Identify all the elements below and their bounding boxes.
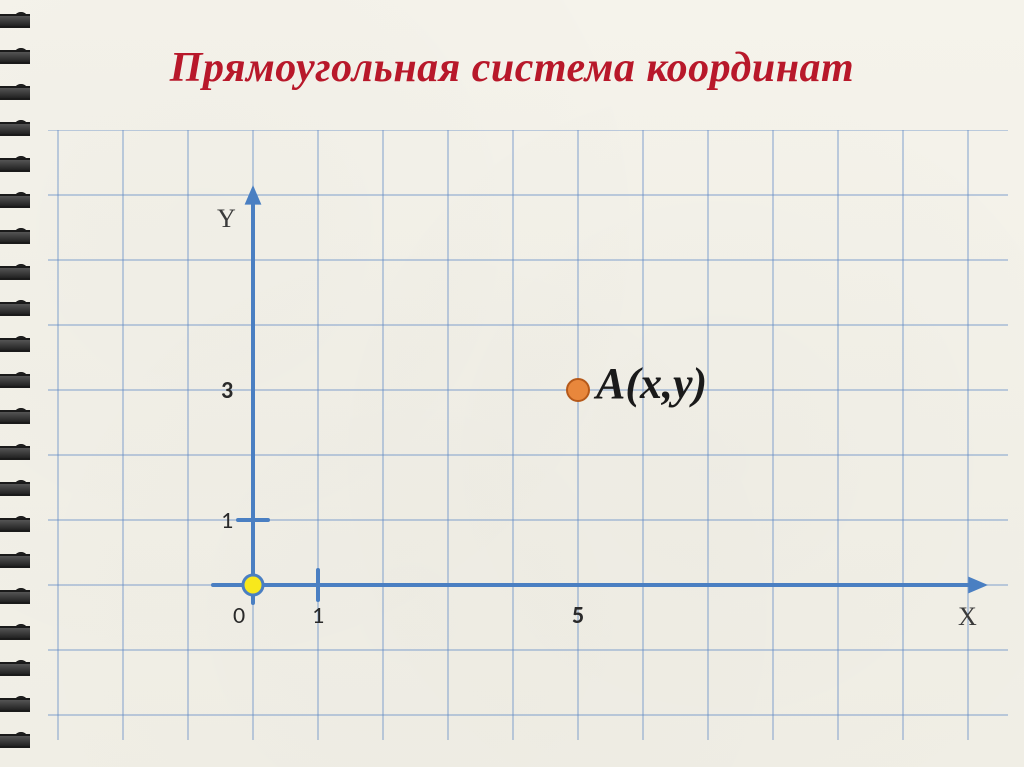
binding-ring — [2, 584, 40, 608]
x-axis-label: X — [958, 602, 977, 631]
origin-label: 0 — [233, 601, 245, 630]
binding-ring — [2, 656, 40, 680]
binding-ring — [2, 368, 40, 392]
binding-ring — [2, 332, 40, 356]
binding-ring — [2, 224, 40, 248]
binding-ring — [2, 152, 40, 176]
x-tick-label: 5 — [572, 601, 584, 630]
binding-ring — [2, 116, 40, 140]
binding-ring — [2, 476, 40, 500]
x-tick-label: 1 — [312, 601, 324, 630]
binding-ring — [2, 620, 40, 644]
point-a-marker — [567, 379, 589, 401]
binding-ring — [2, 692, 40, 716]
binding-ring — [2, 8, 40, 32]
coordinate-diagram: Y X 0 1 5 1 3 A(x,y) — [48, 130, 1008, 740]
y-tick-label: 3 — [221, 376, 233, 405]
y-tick-label: 1 — [221, 506, 233, 535]
binding-ring — [2, 728, 40, 752]
spiral-binding — [0, 0, 48, 767]
binding-ring — [2, 260, 40, 284]
binding-ring — [2, 548, 40, 572]
binding-ring — [2, 440, 40, 464]
origin-marker — [243, 575, 263, 595]
binding-ring — [2, 188, 40, 212]
binding-ring — [2, 404, 40, 428]
point-a-label: A(x,y) — [593, 359, 707, 408]
binding-ring — [2, 296, 40, 320]
x-axis-arrow — [968, 577, 988, 594]
slide-title: Прямоугольная система координат — [0, 44, 1024, 92]
binding-ring — [2, 512, 40, 536]
y-axis-label: Y — [217, 204, 236, 233]
